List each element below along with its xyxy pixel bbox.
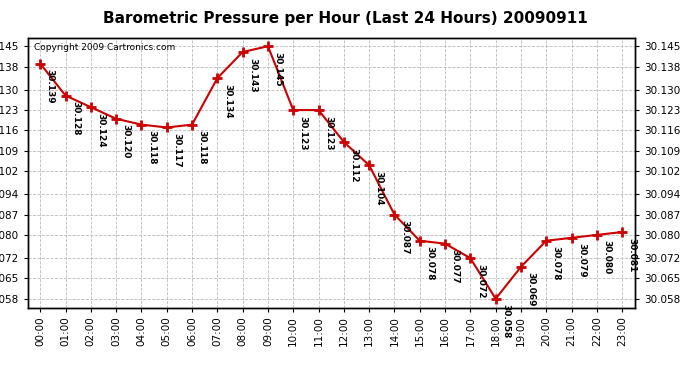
Text: 30.123: 30.123 bbox=[299, 116, 308, 150]
Text: 30.118: 30.118 bbox=[197, 130, 206, 165]
Text: 30.058: 30.058 bbox=[501, 304, 510, 339]
Text: 30.134: 30.134 bbox=[223, 84, 232, 118]
Text: 30.104: 30.104 bbox=[375, 171, 384, 205]
Text: Barometric Pressure per Hour (Last 24 Hours) 20090911: Barometric Pressure per Hour (Last 24 Ho… bbox=[103, 11, 587, 26]
Text: 30.118: 30.118 bbox=[147, 130, 156, 165]
Text: 30.087: 30.087 bbox=[400, 220, 409, 255]
Text: 30.123: 30.123 bbox=[324, 116, 333, 150]
Text: 30.139: 30.139 bbox=[46, 69, 55, 104]
Text: 30.120: 30.120 bbox=[121, 124, 130, 159]
Text: 30.078: 30.078 bbox=[552, 246, 561, 281]
Text: 30.078: 30.078 bbox=[425, 246, 434, 281]
Text: 30.069: 30.069 bbox=[526, 272, 535, 307]
Text: 30.077: 30.077 bbox=[451, 249, 460, 284]
Text: 30.124: 30.124 bbox=[97, 113, 106, 147]
Text: 30.081: 30.081 bbox=[628, 238, 637, 272]
Text: 30.117: 30.117 bbox=[172, 133, 181, 168]
Text: 30.079: 30.079 bbox=[577, 243, 586, 278]
Text: 30.080: 30.080 bbox=[602, 240, 611, 275]
Text: 30.112: 30.112 bbox=[349, 148, 358, 182]
Text: 30.072: 30.072 bbox=[476, 264, 485, 298]
Text: 30.143: 30.143 bbox=[248, 58, 257, 92]
Text: 30.145: 30.145 bbox=[273, 52, 282, 86]
Text: Copyright 2009 Cartronics.com: Copyright 2009 Cartronics.com bbox=[34, 43, 175, 52]
Text: 30.128: 30.128 bbox=[71, 101, 80, 136]
